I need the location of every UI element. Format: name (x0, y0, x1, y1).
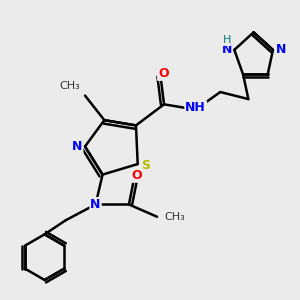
Text: N: N (72, 140, 83, 153)
Text: NH: NH (185, 101, 206, 114)
Text: O: O (158, 67, 169, 80)
Text: H: H (222, 35, 231, 45)
Text: O: O (132, 169, 142, 182)
Text: CH₃: CH₃ (164, 212, 185, 222)
Text: N: N (221, 44, 232, 56)
Text: N: N (90, 198, 101, 211)
Text: N: N (275, 44, 286, 56)
Text: CH₃: CH₃ (59, 81, 80, 91)
Text: S: S (141, 159, 150, 172)
